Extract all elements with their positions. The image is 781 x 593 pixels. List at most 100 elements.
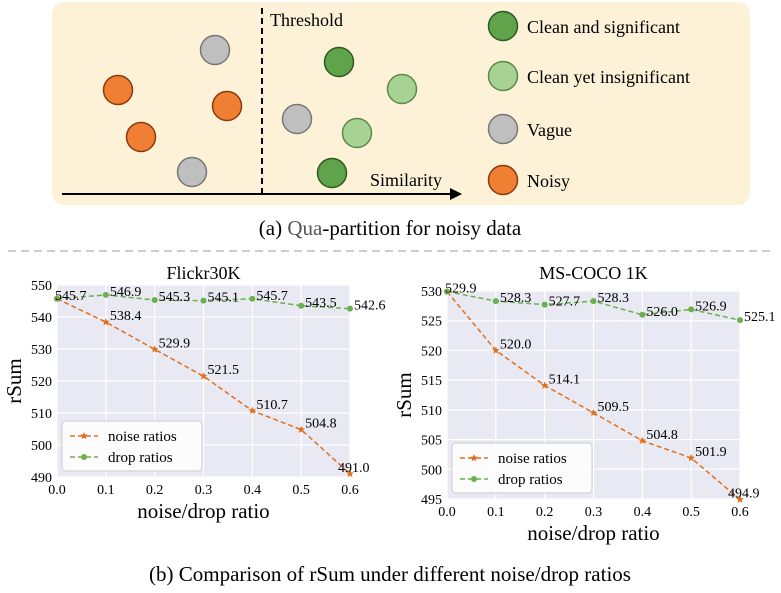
x-axis-label: noise/drop ratio <box>527 521 659 545</box>
similarity-label: Similarity <box>370 170 442 190</box>
drop-point <box>492 298 499 305</box>
caption-a-suffix: -partition for noisy data <box>322 216 522 240</box>
legend-swatch-noisy <box>487 164 519 196</box>
data-label: 538.4 <box>110 309 142 324</box>
data-label: 526.0 <box>646 305 678 320</box>
chart-legend <box>451 442 593 494</box>
y-tick-label: 505 <box>421 434 442 449</box>
noise-point <box>102 318 110 326</box>
drop-point <box>688 306 695 313</box>
x-tick-label: 0.6 <box>731 505 749 520</box>
chart-title: Flickr30K <box>167 263 241 283</box>
partition-legend: Clean and significant Clean yet insignif… <box>487 10 690 196</box>
y-axis-label: rSum <box>392 372 416 418</box>
legend-swatch-clean-significant <box>487 10 519 42</box>
y-tick-label: 550 <box>31 279 52 294</box>
similarity-arrowhead <box>450 188 462 200</box>
noise-point <box>150 345 159 353</box>
data-label: 545.7 <box>256 289 288 304</box>
drop-point <box>639 311 646 318</box>
legend-swatch-clean-insignificant <box>487 60 519 92</box>
clean-insignificant-dot <box>341 117 373 149</box>
legend-swatch-vague <box>487 113 519 145</box>
noise-point <box>736 495 744 503</box>
x-tick-label: 0.5 <box>682 505 700 520</box>
y-tick-label: 525 <box>421 315 442 330</box>
y-tick-label: 540 <box>31 311 52 326</box>
noise-point <box>638 436 647 444</box>
noise-point <box>297 425 305 433</box>
data-label: 509.5 <box>598 400 630 415</box>
y-tick-label: 530 <box>31 343 52 358</box>
noise-point <box>346 469 354 478</box>
drop-point <box>541 301 548 308</box>
y-tick-label: 500 <box>31 439 52 454</box>
drop-point <box>347 305 353 312</box>
noise-point <box>687 453 695 462</box>
noise-point <box>492 346 500 354</box>
drop-point <box>54 295 60 302</box>
legend-label-vague: Vague <box>527 120 572 140</box>
drop-point <box>102 291 109 298</box>
legend-label-clean-significant: Clean and significant <box>527 17 680 37</box>
legend-marker <box>471 476 477 482</box>
data-label: 529.9 <box>159 336 191 351</box>
noise-point <box>199 372 208 380</box>
data-label: 543.5 <box>305 296 337 311</box>
y-tick-label: 495 <box>421 493 442 508</box>
noisy-dot <box>125 121 157 153</box>
legend-marker <box>80 432 88 440</box>
caption-a-prefix: (a) <box>259 216 288 240</box>
legend-label: drop ratios <box>108 450 173 466</box>
x-tick-label: 0.0 <box>48 483 66 498</box>
legend-label: noise ratios <box>108 429 177 445</box>
legend-marker <box>470 454 478 462</box>
y-axis-label: rSum <box>2 358 26 404</box>
clean-significant-dot <box>323 46 355 78</box>
x-tick-label: 0.2 <box>536 505 554 520</box>
x-tick-label: 0.0 <box>438 505 456 520</box>
data-label: 521.5 <box>208 363 240 378</box>
x-tick-label: 0.4 <box>244 483 262 498</box>
vague-dot <box>176 156 208 188</box>
data-label: 504.8 <box>646 428 678 443</box>
legend-label-noisy: Noisy <box>527 171 570 191</box>
y-tick-label: 490 <box>31 471 52 486</box>
y-tick-label: 510 <box>31 407 52 422</box>
x-tick-label: 0.1 <box>487 505 505 520</box>
partition-panel: Threshold Similarity Clean and significa… <box>52 2 750 205</box>
noise-point <box>589 408 598 417</box>
data-label: 504.8 <box>305 417 337 432</box>
legend-label-clean-insignificant: Clean yet insignificant <box>527 67 690 87</box>
noisy-dot <box>102 74 134 106</box>
data-label: 545.3 <box>159 290 191 305</box>
vague-dot <box>199 34 231 66</box>
x-tick-label: 0.3 <box>195 483 213 498</box>
drop-point <box>590 298 597 305</box>
legend-marker <box>81 454 87 460</box>
flickr30k-chart: 490 500 510 520 530 540 550 0.0 0.1 0.2 0.3 0.4 0.5 0… <box>2 263 386 523</box>
drop-point <box>444 288 450 295</box>
data-label: 528.3 <box>500 291 532 306</box>
data-label: 528.3 <box>598 291 630 306</box>
noise-point <box>540 381 549 389</box>
data-label: 545.1 <box>208 291 240 306</box>
data-label: 545.7 <box>55 289 87 304</box>
x-tick-label: 0.3 <box>585 505 603 520</box>
y-tick-label: 500 <box>421 463 442 478</box>
x-tick-label: 0.4 <box>634 505 652 520</box>
data-label: 520.0 <box>500 337 532 352</box>
data-label: 514.1 <box>549 372 581 387</box>
caption-a-highlight: Qua <box>287 216 323 240</box>
mscoco-1k-chart: 495 500 505 510 515 520 525 530 0.0 0.1 0.2 0.3 0.4 0… <box>392 263 776 545</box>
caption-a: (a) Qua-partition for noisy data <box>259 216 522 240</box>
y-tick-label: 515 <box>421 374 442 389</box>
data-label: 527.7 <box>549 295 581 310</box>
caption-b: (b) Comparison of rSum under different n… <box>149 562 631 586</box>
x-tick-label: 0.2 <box>146 483 164 498</box>
x-axis-label: noise/drop ratio <box>137 499 269 523</box>
data-label: 525.1 <box>744 310 776 325</box>
y-tick-label: 530 <box>421 285 442 300</box>
x-tick-label: 0.5 <box>292 483 310 498</box>
